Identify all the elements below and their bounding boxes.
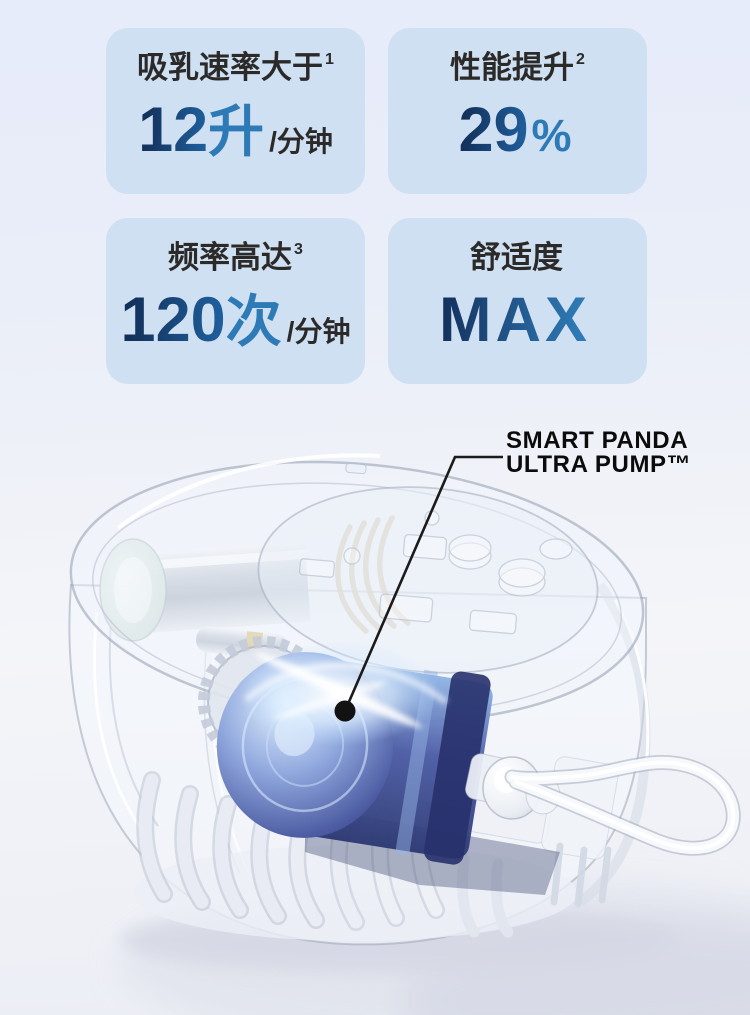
callout-label-line1: SMART PANDA <box>506 427 689 454</box>
footnote-marker: 3 <box>294 240 303 258</box>
pump-core <box>216 642 493 865</box>
card-suction-rate: 吸乳速率大于 1 12 升/分钟 <box>106 28 365 194</box>
card-frequency: 频率高达 3 120 次/分钟 <box>106 218 365 384</box>
callout-label-line2: ULTRA PUMP™ <box>506 450 692 478</box>
footnote-marker: 1 <box>325 50 334 68</box>
card-value: 120 次/分钟 <box>121 289 351 352</box>
value-number: 29 <box>458 95 529 166</box>
value-number: 12 <box>138 95 209 166</box>
air-tube <box>504 755 741 856</box>
card-value: 29% <box>458 99 576 162</box>
footnote-marker: 2 <box>576 50 585 68</box>
card-heading: 性能提升 2 <box>450 49 585 86</box>
card-heading: 舒适度 <box>470 239 565 276</box>
value-suffix: % <box>531 110 572 162</box>
card-value: MAX <box>439 289 596 352</box>
device-lid <box>69 453 645 724</box>
value-number: MAX <box>439 285 591 356</box>
value-unit: /分钟 <box>286 316 351 348</box>
component-callout-label: SMART PANDA ULTRA PUMP™ <box>506 429 691 476</box>
card-heading: 吸乳速率大于 1 <box>137 49 334 86</box>
card-comfort: 舒适度 MAX <box>388 218 647 384</box>
spec-cards: 吸乳速率大于 1 12 升/分钟 性能提升 2 29% 频率高达 3 120 次/分钟 舒… <box>106 28 647 384</box>
card-performance: 性能提升 2 29% <box>388 28 647 194</box>
callout-marker <box>334 700 356 722</box>
value-number: 120 <box>120 285 226 356</box>
value-suffix: 次 <box>225 290 282 354</box>
value-unit: /分钟 <box>269 126 333 158</box>
heading-text: 性能提升 <box>450 50 575 85</box>
callout-line <box>343 455 503 712</box>
heading-text: 舒适度 <box>470 240 563 275</box>
heading-text: 吸乳速率大于 <box>137 50 324 85</box>
circuit-parts <box>298 510 573 635</box>
value-suffix: 升 <box>208 100 265 164</box>
callout <box>334 455 503 722</box>
card-value: 12 升/分钟 <box>138 99 333 162</box>
card-heading: 频率高达 3 <box>168 239 303 276</box>
heading-text: 频率高达 <box>168 240 293 275</box>
